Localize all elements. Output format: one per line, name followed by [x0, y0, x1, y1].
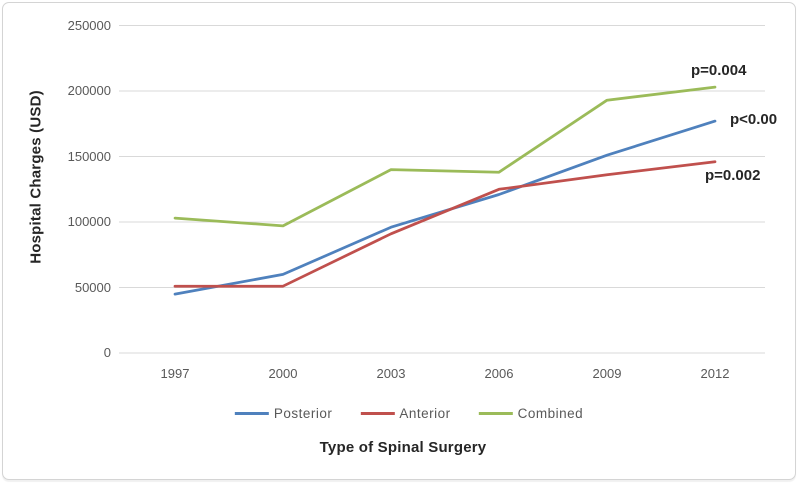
y-tick-label-200000: 200000 — [67, 83, 111, 98]
series-line-anterior — [173, 160, 717, 288]
legend-label-posterior: Posterior — [273, 406, 333, 421]
legend: Posterior Anterior Combined — [234, 406, 584, 421]
y-tick-label-100000: 100000 — [67, 214, 111, 229]
series-line-posterior — [173, 119, 717, 296]
anterior-line-swatch — [360, 412, 395, 415]
legend-label-anterior: Anterior — [399, 406, 451, 421]
y-tick-label-150000: 150000 — [67, 149, 111, 164]
plot-area — [119, 25, 765, 354]
y-tick-label-0: 0 — [103, 345, 111, 360]
legend-item-combined: Combined — [478, 406, 584, 421]
legend-label-combined: Combined — [517, 406, 584, 421]
y-tick-label-50000: 50000 — [74, 280, 111, 295]
annotation-combined-pvalue: p=0.004 — [691, 62, 747, 79]
x-axis-title: Type of Spinal Surgery — [319, 439, 487, 456]
legend-item-posterior: Posterior — [234, 406, 333, 421]
series-line-combined — [173, 85, 717, 228]
y-axis-title: Hospital Charges (USD) — [27, 90, 45, 264]
legend-item-anterior: Anterior — [360, 406, 450, 421]
x-tick-label-2012: 2012 — [700, 366, 730, 381]
x-tick-label-2009: 2009 — [592, 366, 622, 381]
annotation-posterior-pvalue: p<0.00 — [730, 111, 778, 128]
posterior-line-swatch — [234, 412, 269, 415]
y-tick-label-250000: 250000 — [67, 18, 111, 33]
chart-frame: Hospital Charges (USD) 250000 200000 150… — [2, 2, 796, 480]
x-tick-label-2006: 2006 — [484, 366, 514, 381]
annotation-anterior-pvalue: p=0.002 — [705, 167, 761, 184]
x-tick-label-1997: 1997 — [160, 366, 190, 381]
combined-line-swatch — [478, 412, 513, 415]
x-tick-label-2003: 2003 — [376, 366, 406, 381]
x-tick-label-2000: 2000 — [268, 366, 298, 381]
hospital-charges-line-chart: Hospital Charges (USD) 250000 200000 150… — [3, 3, 795, 479]
